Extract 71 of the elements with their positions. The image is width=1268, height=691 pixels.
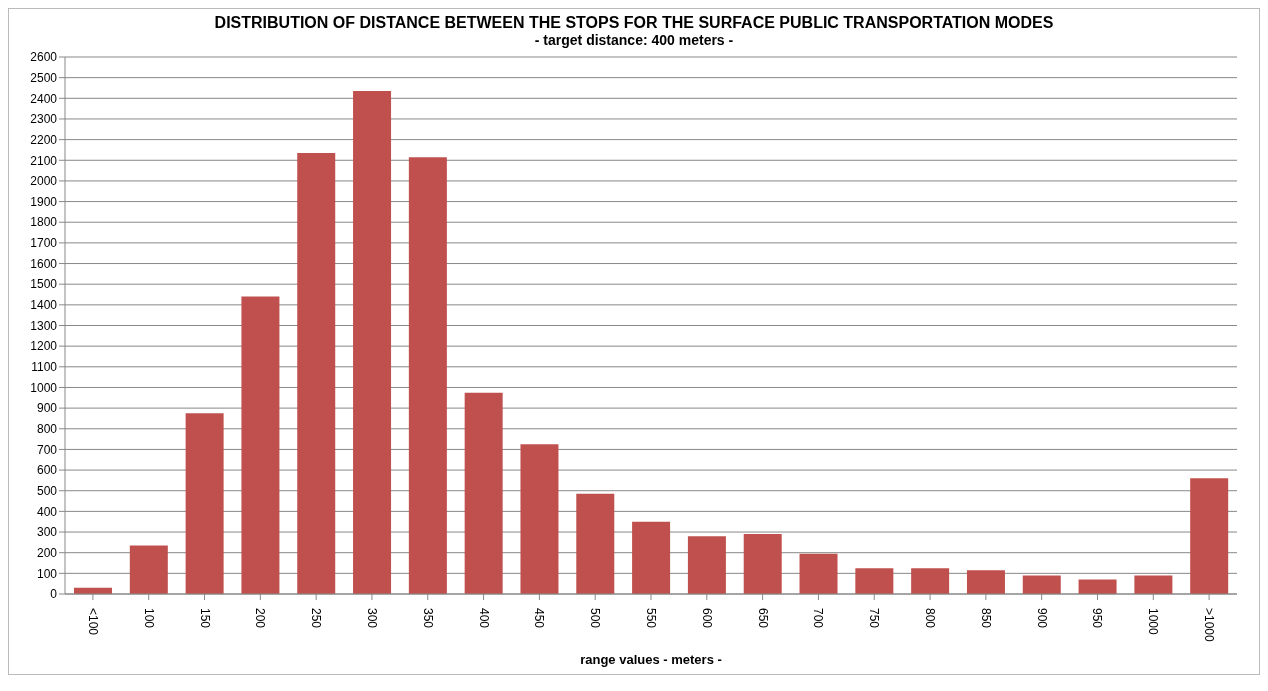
x-tick-label: 900 — [1034, 608, 1049, 629]
x-tick-label: 150 — [197, 608, 212, 629]
x-tick-label: 350 — [420, 608, 435, 629]
y-tick-label: 0 — [50, 587, 58, 602]
x-tick-label: 750 — [867, 608, 882, 629]
bar — [1134, 575, 1173, 594]
chart-subtitle: - target distance: 400 meters - — [533, 32, 735, 49]
y-tick-label: 1800 — [30, 215, 58, 230]
y-tick-label: 500 — [36, 483, 58, 498]
x-tick-label: 300 — [364, 608, 379, 629]
x-tick-label: 1000 — [1146, 608, 1161, 636]
x-tick-label: 550 — [644, 608, 658, 629]
y-tick-label: 1200 — [30, 339, 58, 354]
y-tick-label: 1300 — [30, 318, 58, 333]
bar — [799, 553, 838, 594]
y-tick-label: 700 — [36, 442, 58, 457]
chart-title: DISTRIBUTION OF DISTANCE BETWEEN THE STOPS FOR THE SURFACE PUBLIC TRANSPORTATION MODES — [213, 13, 1055, 32]
bar — [464, 392, 503, 594]
bar — [1078, 579, 1117, 594]
x-tick-label: 400 — [476, 608, 491, 629]
y-tick-label: 100 — [36, 566, 58, 581]
x-tick-label: 200 — [253, 608, 268, 629]
y-tick-label: 1900 — [30, 194, 58, 209]
x-tick-label: 650 — [755, 608, 770, 629]
bar — [1022, 575, 1061, 594]
y-tick-label: 1600 — [30, 256, 58, 271]
y-tick-label: 600 — [36, 463, 58, 478]
x-tick-label: 800 — [923, 608, 938, 629]
bar — [520, 444, 559, 594]
x-tick-label: 850 — [978, 608, 993, 629]
x-tick-label: 950 — [1090, 608, 1105, 629]
x-tick-label: <100 — [85, 608, 100, 636]
bar — [576, 493, 615, 594]
y-tick-label: 2400 — [30, 91, 58, 106]
bar — [297, 153, 336, 594]
bar — [129, 545, 168, 594]
y-tick-label: 300 — [36, 525, 58, 540]
y-tick-label: 2500 — [30, 70, 58, 85]
x-tick-label: >1000 — [1202, 608, 1217, 643]
bar — [185, 413, 224, 594]
y-tick-label: 2200 — [30, 132, 58, 147]
x-axis-title: range values - meters - — [580, 652, 722, 667]
x-tick-label: 250 — [309, 608, 324, 629]
bar — [966, 570, 1005, 594]
bar — [687, 536, 726, 594]
y-tick-label: 2000 — [30, 174, 58, 189]
y-tick-label: 400 — [36, 504, 58, 519]
x-tick-label: 600 — [699, 608, 714, 629]
y-tick-label: 1400 — [30, 298, 58, 313]
bar — [241, 296, 280, 594]
y-tick-label: 2300 — [30, 112, 58, 127]
y-tick-label: 2100 — [30, 153, 58, 168]
y-tick-label: 1700 — [30, 236, 58, 251]
x-tick-label: 100 — [141, 608, 156, 629]
bar — [855, 568, 894, 594]
y-tick-label: 200 — [36, 545, 58, 560]
y-tick-label: 900 — [36, 401, 58, 416]
y-tick-label: 1100 — [31, 360, 58, 375]
y-tick-label: 1000 — [30, 380, 58, 395]
x-tick-label: 500 — [588, 608, 603, 629]
bar — [911, 568, 950, 594]
y-tick-label: 2600 — [30, 50, 58, 65]
bar — [353, 91, 392, 594]
y-tick-label: 1500 — [30, 277, 58, 292]
bar — [408, 157, 447, 594]
bar — [632, 521, 671, 594]
bar — [743, 534, 782, 594]
bar — [1190, 478, 1229, 594]
x-tick-label: 450 — [532, 608, 547, 629]
y-tick-label: 800 — [36, 422, 58, 437]
x-tick-label: 700 — [811, 608, 826, 629]
